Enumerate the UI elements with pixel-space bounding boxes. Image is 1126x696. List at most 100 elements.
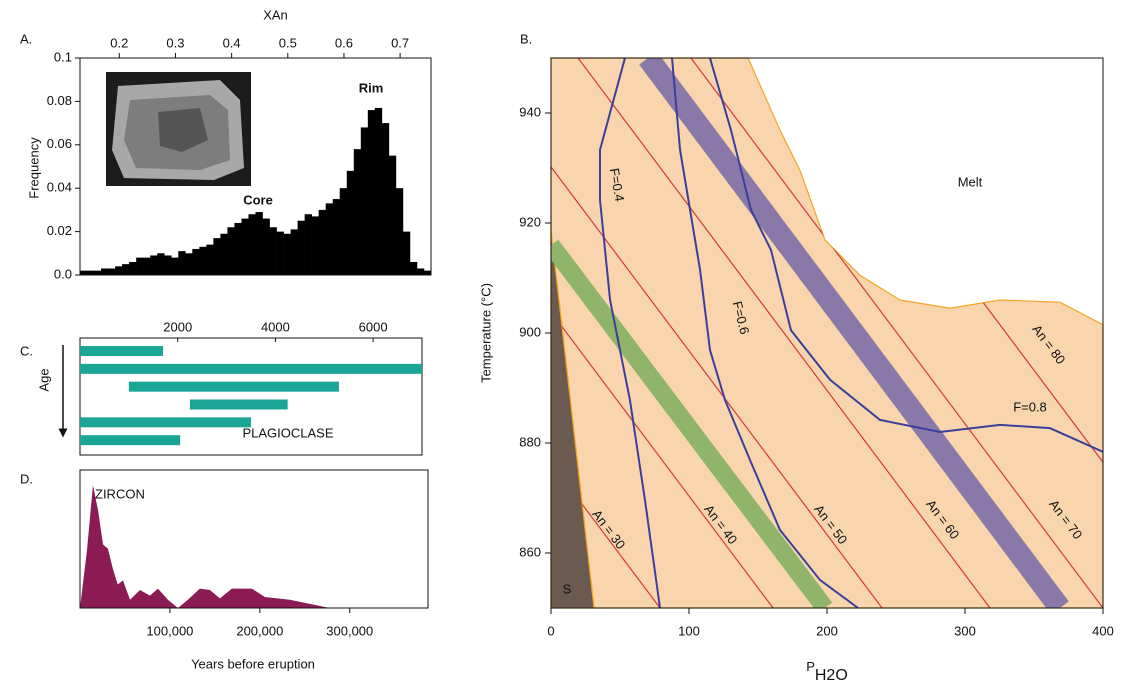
range-bar (128, 381, 339, 392)
histogram-bar (80, 270, 88, 275)
range-bar (189, 399, 288, 410)
plot-frame (79, 337, 423, 456)
y-tick-label: 0.02 (47, 223, 72, 238)
histogram-bar (304, 214, 312, 275)
histogram-bar (185, 253, 193, 275)
x-tick-label: 2000 (163, 319, 192, 334)
y-tick-label: 940 (519, 104, 541, 119)
histogram-bar (255, 212, 263, 275)
histogram-bar (213, 238, 221, 275)
y-tick-label: 0.08 (47, 93, 72, 108)
region-label: S (563, 581, 572, 596)
histogram-bar (381, 123, 390, 275)
x-axis-label-sub: H2O (815, 667, 848, 684)
area-label: ZIRCON (95, 486, 145, 501)
panel-label: C. (20, 343, 33, 358)
histogram-bar (206, 244, 214, 275)
histogram-bar (311, 216, 319, 275)
f-curve (709, 58, 1103, 453)
y-tick-label: 900 (519, 324, 541, 339)
curves (551, 58, 1103, 608)
histogram-bar (269, 227, 277, 275)
x-tick-label: 100 (678, 623, 700, 638)
range-bar (80, 435, 181, 446)
histogram-bar (318, 209, 326, 275)
x-tick-label: 200,000 (236, 623, 283, 638)
y-tick-label: 0.0 (54, 266, 72, 281)
x-tick-label: 0.5 (279, 35, 297, 50)
histogram-bar (416, 268, 425, 275)
area (80, 485, 330, 608)
x-axis-label-main: P (806, 659, 815, 674)
panel-label: D. (20, 471, 33, 486)
histogram-bar (325, 203, 334, 275)
histogram-bar (192, 248, 200, 275)
y-tick-label: 920 (519, 214, 541, 229)
histogram-bar (297, 220, 305, 275)
series-label: F=0.8 (1013, 399, 1047, 414)
x-tick-label: 0.6 (335, 35, 353, 50)
histogram-bar (227, 227, 235, 275)
histogram-bar (248, 214, 256, 275)
histogram-bar (353, 149, 362, 275)
y-tick-label: 0.04 (47, 180, 72, 195)
x-tick-label: 200 (816, 623, 838, 638)
histogram-bar (332, 199, 341, 275)
histogram-bar (423, 270, 432, 275)
histogram-bar (129, 261, 137, 275)
histogram-bar (199, 246, 207, 275)
f-curve (671, 58, 859, 608)
histogram-bar (101, 268, 109, 275)
histogram-bar (87, 270, 95, 275)
inset-image (106, 72, 251, 186)
x-tick-label: 0.2 (110, 35, 128, 50)
histogram-bar (360, 127, 369, 275)
x-tick-label: 300,000 (326, 623, 373, 638)
annotation: Core (243, 192, 273, 207)
y-tick-label: 860 (519, 544, 541, 559)
an-line (551, 166, 883, 608)
x-tick-label: 0 (547, 623, 554, 638)
histogram-bar (122, 264, 130, 275)
histogram-bar (164, 255, 172, 275)
y-axis-label: Temperature (°C) (478, 283, 493, 383)
histogram-bar (374, 107, 383, 275)
range-bar (80, 363, 422, 374)
y-tick-label: 0.06 (47, 136, 72, 151)
histogram-bar (262, 218, 270, 275)
annotation: Rim (359, 80, 384, 95)
x-axis-label: XAn (263, 7, 288, 22)
histogram-bar (290, 229, 298, 275)
an-line (551, 311, 774, 608)
x-tick-label: 0.7 (391, 35, 409, 50)
x-axis-label: PH2O (806, 659, 848, 684)
y-axis-label: Frequency (26, 137, 41, 199)
y-axis-label: Age (36, 368, 51, 391)
range-label: PLAGIOCLASE (242, 425, 333, 440)
histogram-bar (178, 251, 186, 275)
histogram-bar (367, 110, 376, 275)
histogram-bar (136, 257, 144, 275)
isopleths (551, 58, 1103, 608)
histogram-bar (94, 270, 102, 275)
range-bar (80, 346, 164, 356)
range-bar (80, 417, 251, 428)
histogram-bar (157, 253, 165, 275)
histogram-bar (241, 218, 249, 275)
histogram-bar (143, 257, 151, 275)
x-axis-label: Years before eruption (191, 656, 315, 671)
series-label: F=0.4 (607, 167, 628, 203)
band (639, 58, 1069, 608)
histogram-bar (402, 231, 411, 275)
histogram-bar (150, 255, 158, 275)
histogram-bar (108, 268, 116, 275)
histogram-bar (395, 188, 404, 275)
panel-label: B. (520, 31, 532, 46)
f-curve (598, 58, 662, 608)
an-line (690, 58, 1103, 608)
histogram-bar (220, 233, 228, 275)
x-tick-label: 300 (954, 623, 976, 638)
histogram-bar (283, 233, 291, 275)
plot-frame (79, 57, 432, 276)
